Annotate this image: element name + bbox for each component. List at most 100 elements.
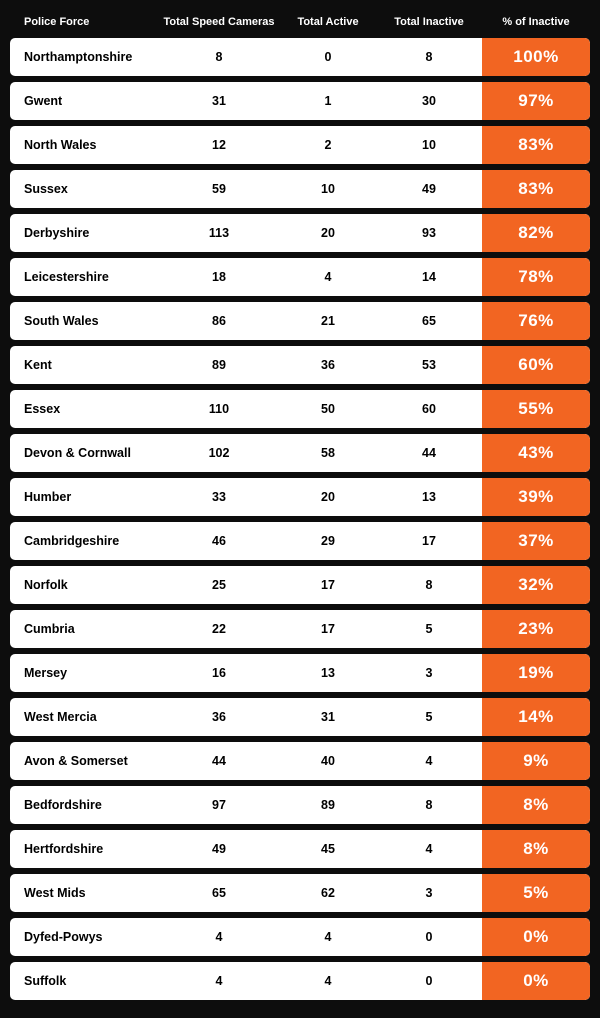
cell-total-cameras: 25 [158, 578, 280, 592]
cell-total-inactive: 3 [376, 666, 482, 680]
cell-total-active: 36 [280, 358, 376, 372]
cell-police-force: Suffolk [10, 974, 158, 988]
cell-total-active: 1 [280, 94, 376, 108]
cell-total-inactive: 10 [376, 138, 482, 152]
cell-pct-inactive: 8% [482, 830, 590, 868]
cell-total-active: 20 [280, 226, 376, 240]
cell-pct-inactive: 0% [482, 918, 590, 956]
table-row: North Wales1221083% [10, 126, 590, 164]
cell-police-force: Derbyshire [10, 226, 158, 240]
cell-pct-inactive: 32% [482, 566, 590, 604]
cell-total-inactive: 13 [376, 490, 482, 504]
cell-total-active: 10 [280, 182, 376, 196]
table-row: Kent89365360% [10, 346, 590, 384]
cell-police-force: Mersey [10, 666, 158, 680]
header-total-cameras: Total Speed Cameras [158, 16, 280, 28]
table-header: Police Force Total Speed Cameras Total A… [10, 12, 590, 38]
cell-total-cameras: 31 [158, 94, 280, 108]
cell-total-inactive: 44 [376, 446, 482, 460]
cell-total-inactive: 17 [376, 534, 482, 548]
cell-total-inactive: 4 [376, 842, 482, 856]
cell-pct-inactive: 60% [482, 346, 590, 384]
cell-total-cameras: 89 [158, 358, 280, 372]
cell-pct-inactive: 97% [482, 82, 590, 120]
cell-police-force: Northamptonshire [10, 50, 158, 64]
table-row: Dyfed-Powys4400% [10, 918, 590, 956]
header-police-force: Police Force [10, 16, 158, 28]
table-row: Norfolk2517832% [10, 566, 590, 604]
cell-pct-inactive: 43% [482, 434, 590, 472]
table-row: Gwent3113097% [10, 82, 590, 120]
cell-total-cameras: 65 [158, 886, 280, 900]
cell-total-cameras: 4 [158, 974, 280, 988]
table-body: Northamptonshire808100%Gwent3113097%Nort… [10, 38, 590, 1000]
cell-pct-inactive: 5% [482, 874, 590, 912]
cell-police-force: Essex [10, 402, 158, 416]
cell-total-cameras: 36 [158, 710, 280, 724]
cell-total-cameras: 16 [158, 666, 280, 680]
cell-total-cameras: 46 [158, 534, 280, 548]
cell-pct-inactive: 39% [482, 478, 590, 516]
cell-total-inactive: 49 [376, 182, 482, 196]
table-row: Northamptonshire808100% [10, 38, 590, 76]
cell-total-inactive: 3 [376, 886, 482, 900]
header-total-active: Total Active [280, 16, 376, 28]
cell-total-active: 62 [280, 886, 376, 900]
table-row: West Mids656235% [10, 874, 590, 912]
cell-total-cameras: 110 [158, 402, 280, 416]
cell-total-cameras: 44 [158, 754, 280, 768]
cell-police-force: Dyfed-Powys [10, 930, 158, 944]
cell-total-inactive: 8 [376, 50, 482, 64]
cell-total-inactive: 8 [376, 578, 482, 592]
cell-total-active: 4 [280, 930, 376, 944]
cell-total-cameras: 49 [158, 842, 280, 856]
cell-total-inactive: 8 [376, 798, 482, 812]
cell-total-cameras: 8 [158, 50, 280, 64]
cell-total-cameras: 97 [158, 798, 280, 812]
table-row: Cumbria2217523% [10, 610, 590, 648]
cell-total-inactive: 5 [376, 622, 482, 636]
cell-police-force: Hertfordshire [10, 842, 158, 856]
cell-total-cameras: 113 [158, 226, 280, 240]
header-total-inactive: Total Inactive [376, 16, 482, 28]
cell-total-cameras: 18 [158, 270, 280, 284]
cell-total-inactive: 5 [376, 710, 482, 724]
table-row: Sussex59104983% [10, 170, 590, 208]
cell-total-active: 17 [280, 578, 376, 592]
cell-pct-inactive: 76% [482, 302, 590, 340]
cell-total-active: 45 [280, 842, 376, 856]
cell-police-force: Leicestershire [10, 270, 158, 284]
cell-total-active: 2 [280, 138, 376, 152]
cell-total-active: 40 [280, 754, 376, 768]
cell-police-force: Kent [10, 358, 158, 372]
cell-total-active: 31 [280, 710, 376, 724]
cell-total-cameras: 12 [158, 138, 280, 152]
cell-pct-inactive: 83% [482, 126, 590, 164]
cell-pct-inactive: 14% [482, 698, 590, 736]
cell-pct-inactive: 8% [482, 786, 590, 824]
cell-pct-inactive: 23% [482, 610, 590, 648]
cell-pct-inactive: 37% [482, 522, 590, 560]
cell-police-force: Cambridgeshire [10, 534, 158, 548]
cell-police-force: Devon & Cornwall [10, 446, 158, 460]
cell-pct-inactive: 0% [482, 962, 590, 1000]
cell-total-cameras: 59 [158, 182, 280, 196]
cell-total-inactive: 65 [376, 314, 482, 328]
cell-total-cameras: 102 [158, 446, 280, 460]
cell-police-force: Sussex [10, 182, 158, 196]
table-row: Mersey1613319% [10, 654, 590, 692]
cell-total-active: 21 [280, 314, 376, 328]
cell-total-cameras: 4 [158, 930, 280, 944]
table-row: Leicestershire1841478% [10, 258, 590, 296]
cell-police-force: Bedfordshire [10, 798, 158, 812]
cell-police-force: Humber [10, 490, 158, 504]
table-row: Essex110506055% [10, 390, 590, 428]
table-row: Cambridgeshire46291737% [10, 522, 590, 560]
cell-police-force: Cumbria [10, 622, 158, 636]
cell-total-inactive: 0 [376, 974, 482, 988]
cell-total-active: 4 [280, 270, 376, 284]
cell-pct-inactive: 19% [482, 654, 590, 692]
cell-total-active: 4 [280, 974, 376, 988]
cell-total-inactive: 53 [376, 358, 482, 372]
cell-pct-inactive: 83% [482, 170, 590, 208]
